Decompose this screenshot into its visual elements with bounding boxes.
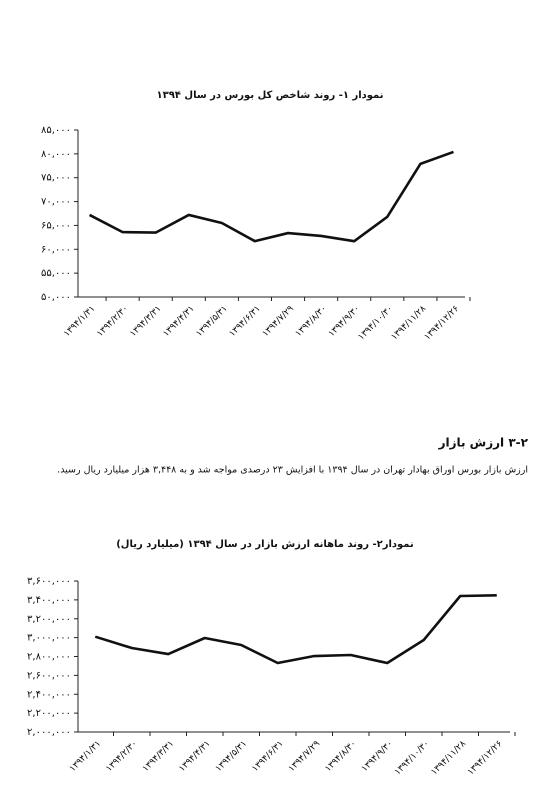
x-tick-label: ۱۳۹۴/۲/۳۰ <box>95 304 130 339</box>
x-tick-label: ۱۳۹۴/۳/۳۱ <box>128 304 163 339</box>
x-tick-label: ۱۳۹۴/۲/۳۰ <box>104 739 139 774</box>
y-tick-label: ۷۵,۰۰۰ <box>41 173 71 184</box>
x-tick-label: ۱۳۹۴/۹/۳۰ <box>360 739 395 774</box>
y-tick-label: ۸۰,۰۰۰ <box>41 149 71 160</box>
x-tick-label: ۱۳۹۴/۱۲/۲۶ <box>423 304 462 343</box>
x-tick-label: ۱۳۹۴/۱۱/۲۸ <box>429 739 468 778</box>
x-tick-label: ۱۳۹۴/۶/۳۱ <box>250 739 285 774</box>
y-tick-label: ۶۰,۰۰۰ <box>41 244 71 255</box>
y-tick-label: ۸۵,۰۰۰ <box>41 125 71 136</box>
y-tick-label: ۳,۲۰۰,۰۰۰ <box>27 614 71 625</box>
chart-title: نمودار ۱- روند شاخص کل بورس در سال ۱۳۹۴ <box>156 90 383 101</box>
y-tick-label: ۲,۶۰۰,۰۰۰ <box>27 670 71 681</box>
x-tick-label: ۱۳۹۴/۶/۳۱ <box>228 304 263 339</box>
x-tick-label: ۱۳۹۴/۵/۳۱ <box>194 304 229 339</box>
y-tick-label: ۳,۴۰۰,۰۰۰ <box>27 595 71 606</box>
x-tick-label: ۱۳۹۴/۴/۳۱ <box>177 739 212 774</box>
section-heading: ۳-۲ ارزش بازار <box>438 436 529 450</box>
y-tick-label: ۲,۲۰۰,۰۰۰ <box>27 708 71 719</box>
paragraph: ارزش بازار بورس اوراق بهادار تهران در سا… <box>57 465 528 476</box>
y-tick-label: ۲,۰۰۰,۰۰۰ <box>27 727 71 738</box>
x-tick-label: ۱۳۹۴/۱۰/۳۰ <box>393 739 432 778</box>
x-tick-label: ۱۳۹۴/۷/۲۹ <box>261 304 296 339</box>
x-tick-label: ۱۳۹۴/۱۲/۲۶ <box>466 739 505 778</box>
data-line <box>88 150 454 243</box>
x-tick-label: ۱۳۹۴/۸/۳۰ <box>323 739 358 774</box>
y-tick-label: ۶۵,۰۰۰ <box>41 220 71 231</box>
x-tick-label: ۱۳۹۴/۱/۳۱ <box>62 304 97 339</box>
x-tick-label: ۱۳۹۴/۱۰/۳۰ <box>356 304 395 343</box>
x-tick-label: ۱۳۹۴/۴/۳۱ <box>161 304 196 339</box>
y-tick-label: ۵۵,۰۰۰ <box>41 268 71 279</box>
y-tick-label: ۵۰,۰۰۰ <box>41 292 71 303</box>
x-tick-label: ۱۳۹۴/۳/۳۱ <box>141 739 176 774</box>
y-tick-label: ۷۰,۰۰۰ <box>41 197 71 208</box>
y-tick-label: ۳,۶۰۰,۰۰۰ <box>27 576 71 587</box>
y-tick-label: ۲,۴۰۰,۰۰۰ <box>27 689 71 700</box>
y-tick-label: ۳,۰۰۰,۰۰۰ <box>27 633 71 644</box>
x-tick-label: ۱۳۹۴/۱/۳۱ <box>68 739 103 774</box>
y-tick-label: ۲,۸۰۰,۰۰۰ <box>27 652 71 663</box>
chart-title: نمودار۲- روند ماهانه ارزش بازار در سال ۱… <box>116 539 414 550</box>
data-line <box>94 594 497 665</box>
x-tick-label: ۱۳۹۴/۵/۳۱ <box>214 739 249 774</box>
x-tick-label: ۱۳۹۴/۷/۲۹ <box>287 739 322 774</box>
x-tick-label: ۱۳۹۴/۸/۳۰ <box>294 304 329 339</box>
